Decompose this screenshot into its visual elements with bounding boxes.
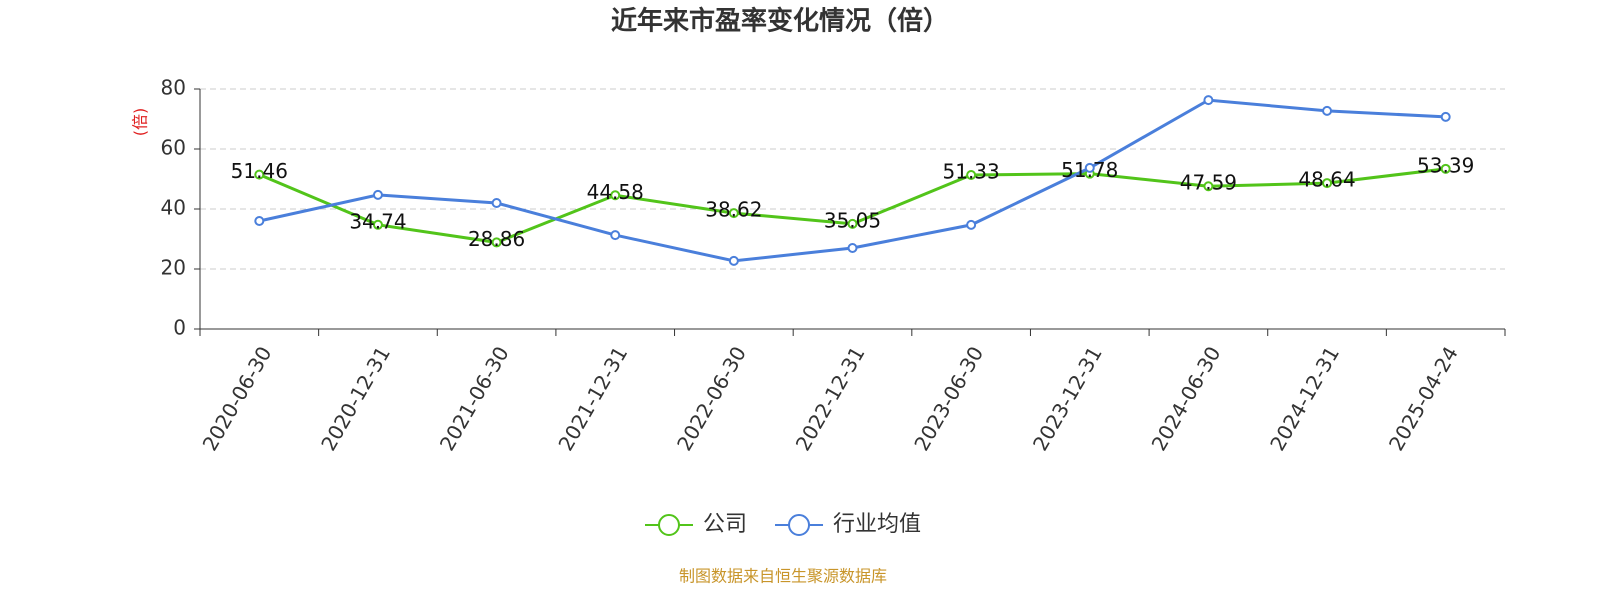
data-label: 35.05	[824, 208, 881, 232]
x-tick-label: 2025-04-24	[1384, 342, 1463, 455]
point	[966, 219, 977, 230]
data-label: 44.58	[587, 180, 644, 204]
point	[1084, 162, 1095, 173]
point	[1322, 178, 1333, 189]
y-tick-label: 20	[161, 256, 186, 280]
point	[1203, 95, 1214, 106]
point	[372, 189, 383, 200]
point	[254, 216, 265, 226]
point	[847, 218, 858, 229]
x-tick-label: 2023-12-31	[1028, 342, 1107, 455]
x-tick-label: 2022-06-30	[672, 342, 751, 455]
point	[610, 190, 621, 201]
legend-marker	[658, 514, 680, 536]
point	[1322, 105, 1333, 116]
legend-label: 行业均值	[833, 512, 921, 537]
y-tick-label: 40	[161, 196, 186, 220]
y-tick-label: 60	[161, 136, 186, 160]
point	[966, 170, 977, 181]
legend-marker	[788, 514, 811, 536]
point	[491, 198, 502, 208]
data-label: 51.78	[1061, 158, 1118, 182]
y-tick-label: 0	[173, 316, 186, 340]
point	[1440, 163, 1451, 174]
point	[491, 237, 502, 248]
data-label: 51.33	[943, 160, 1000, 184]
data-label: 47.59	[1180, 171, 1237, 195]
chart-title: 近年来市盈率变化情况（倍）	[611, 6, 949, 37]
point	[847, 243, 858, 253]
x-tick-label: 2024-06-30	[1147, 342, 1226, 455]
legend-label: 公司	[703, 512, 747, 537]
data-label: 53.39	[1417, 153, 1474, 177]
point	[254, 169, 265, 180]
point	[610, 230, 621, 241]
x-tick-label: 2024-12-31	[1265, 342, 1344, 455]
y-axis-label: (倍)	[131, 108, 150, 137]
point	[1203, 181, 1214, 192]
x-tick-label: 2020-12-31	[316, 342, 395, 455]
data-label: 28.86	[468, 227, 525, 251]
x-tick-label: 2021-06-30	[435, 342, 514, 455]
data-label: 34.74	[349, 209, 406, 233]
data-label: 48.64	[1298, 168, 1355, 192]
y-tick-label: 80	[161, 76, 186, 100]
x-tick-label: 2022-12-31	[791, 342, 870, 455]
x-tick-label: 2020-06-30	[198, 342, 277, 455]
x-tick-label: 2023-06-30	[909, 342, 988, 455]
point	[728, 255, 739, 266]
source-note: 制图数据来自恒生聚源数据库	[679, 567, 887, 586]
x-tick-label: 2021-12-31	[553, 342, 632, 455]
series-line	[258, 98, 1446, 263]
data-label: 51.46	[231, 159, 288, 183]
data-label: 38.62	[705, 198, 762, 222]
point	[728, 208, 739, 219]
point	[372, 219, 383, 230]
point	[1440, 111, 1451, 122]
